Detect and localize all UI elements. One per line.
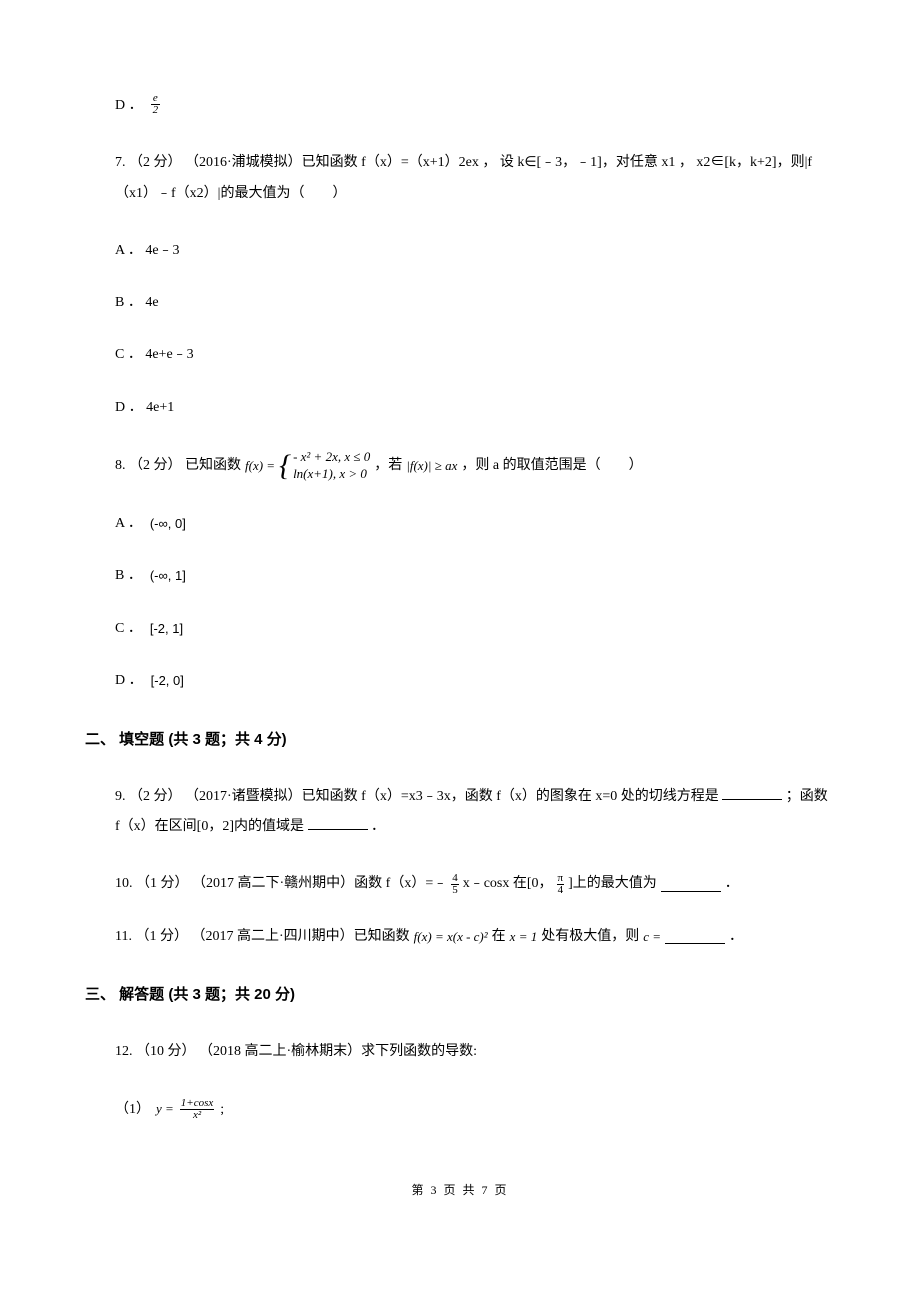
q11-expr: f(x) = x(x - c)² bbox=[414, 927, 488, 948]
section-3-header: 三、 解答题 (共 3 题；共 20 分) bbox=[85, 983, 835, 1007]
option-label: B ． bbox=[115, 565, 142, 587]
denominator: 2 bbox=[151, 105, 161, 116]
q10-mid: x﹣cosx 在[0， bbox=[463, 873, 553, 895]
question-12: 12. （10 分） （2018 高二上·榆林期末）求下列函数的导数: bbox=[115, 1037, 835, 1068]
q11-end: ． bbox=[729, 926, 743, 948]
page-footer: 第 3 页 共 7 页 bbox=[85, 1181, 835, 1200]
option-label: A ． bbox=[115, 513, 142, 535]
q8-option-d: D ． [-2, 0] bbox=[115, 670, 835, 692]
sub1-end: ; bbox=[220, 1099, 224, 1121]
q9-text1: 9. （2 分） （2017·诸暨模拟）已知函数 f（x）=x3﹣3x，函数 f… bbox=[115, 789, 719, 804]
left-brace: { bbox=[279, 451, 291, 481]
option-label: D ． bbox=[115, 95, 143, 117]
fraction-pi-4: π 4 bbox=[557, 873, 565, 896]
fx-label: f(x) = bbox=[245, 456, 275, 477]
sub1-fraction: 1+cosx x² bbox=[180, 1098, 214, 1121]
q11-suffix: 处有极大值，则 bbox=[541, 926, 639, 948]
question-7: 7. （2 分） （2016·浦城模拟）已知函数 f（x）=（x+1）2ex ，… bbox=[115, 148, 835, 210]
q11-mid: 在 bbox=[492, 926, 506, 948]
den: 4 bbox=[557, 885, 565, 896]
q11-prefix: 11. （1 分） （2017 高二上·四川期中）已知函数 bbox=[115, 926, 410, 948]
den: x² bbox=[192, 1110, 202, 1121]
piecewise-function: { - x² + 2x, x ≤ 0 ln(x+1), x > 0 bbox=[279, 449, 370, 483]
blank-3 bbox=[661, 878, 721, 892]
sub1-label: （1） bbox=[115, 1099, 150, 1121]
q8-mid1: ，若 bbox=[374, 455, 402, 477]
q8-option-b: B ． (-∞, 1] bbox=[115, 565, 835, 587]
q8-option-a: A ． (-∞, 0] bbox=[115, 513, 835, 535]
condition: |f(x)| ≥ ax bbox=[406, 456, 457, 477]
q8-option-c: C ． [-2, 1] bbox=[115, 618, 835, 640]
fraction: e 2 bbox=[151, 93, 161, 116]
q12-text: 12. （10 分） （2018 高二上·榆林期末）求下列函数的导数: bbox=[115, 1044, 477, 1059]
q10-end: ． bbox=[725, 873, 739, 895]
interval-b: (-∞, 1] bbox=[150, 566, 186, 587]
question-text: 7. （2 分） （2016·浦城模拟）已知函数 f（x）=（x+1）2ex ，… bbox=[115, 155, 812, 201]
q7-option-d: D ． 4e+1 bbox=[115, 397, 835, 419]
q9-text3: ． bbox=[371, 819, 385, 834]
blank-1 bbox=[722, 786, 782, 800]
q8-prefix: 8. （2 分） 已知函数 bbox=[115, 455, 241, 477]
interval-a: (-∞, 0] bbox=[150, 514, 186, 535]
case-1: - x² + 2x, x ≤ 0 bbox=[293, 449, 370, 466]
q10-prefix: 10. （1 分） （2017 高二下·赣州期中）函数 f（x）=﹣ bbox=[115, 873, 447, 895]
question-10: 10. （1 分） （2017 高二下·赣州期中）函数 f（x）=﹣ 4 5 x… bbox=[115, 873, 835, 896]
cases: - x² + 2x, x ≤ 0 ln(x+1), x > 0 bbox=[293, 449, 370, 483]
q7-option-a: A ． 4e﹣3 bbox=[115, 240, 835, 262]
q7-option-b: B ． 4e bbox=[115, 292, 835, 314]
interval-d: [-2, 0] bbox=[151, 671, 184, 692]
sub1-y: y = bbox=[156, 1099, 174, 1120]
q6-option-d: D ． e 2 bbox=[115, 95, 835, 118]
q8-suffix: ，则 a 的取值范围是（ ） bbox=[461, 455, 642, 477]
q10-suffix: ]上的最大值为 bbox=[568, 873, 657, 895]
den: 5 bbox=[451, 885, 459, 896]
section-2-header: 二、 填空题 (共 3 题；共 4 分) bbox=[85, 728, 835, 752]
q12-sub1: （1） y = 1+cosx x² ; bbox=[115, 1098, 835, 1121]
question-8: 8. （2 分） 已知函数 f(x) = { - x² + 2x, x ≤ 0 … bbox=[115, 449, 835, 483]
q11-cvar: c = bbox=[643, 927, 661, 948]
interval-c: [-2, 1] bbox=[150, 619, 183, 640]
q7-option-c: C ． 4e+e﹣3 bbox=[115, 344, 835, 366]
blank-4 bbox=[665, 930, 725, 944]
blank-2 bbox=[308, 816, 368, 830]
q11-xval: x = 1 bbox=[510, 927, 538, 948]
fraction-4-5: 4 5 bbox=[451, 873, 459, 896]
option-label: D ． bbox=[115, 670, 143, 692]
question-11: 11. （1 分） （2017 高二上·四川期中）已知函数 f(x) = x(x… bbox=[115, 926, 835, 948]
option-label: C ． bbox=[115, 618, 142, 640]
case-2: ln(x+1), x > 0 bbox=[293, 466, 370, 483]
question-9: 9. （2 分） （2017·诸暨模拟）已知函数 f（x）=x3﹣3x，函数 f… bbox=[115, 782, 835, 844]
